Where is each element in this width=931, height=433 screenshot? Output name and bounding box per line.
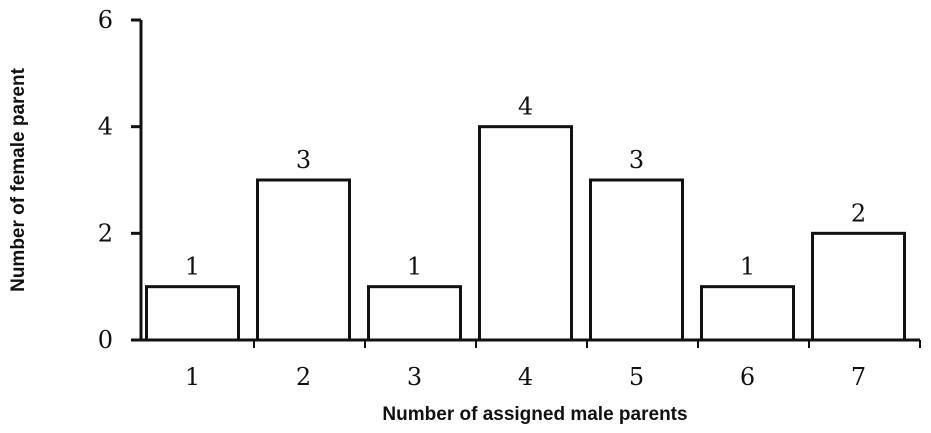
data-label: 2: [851, 199, 866, 227]
data-label: 3: [296, 146, 311, 174]
y-tick-label: 0: [98, 326, 113, 354]
bar-5: [589, 178, 684, 342]
bar-2: [256, 178, 351, 342]
x-tick-label: 6: [740, 363, 755, 391]
bar-3: [367, 285, 462, 342]
data-label: 1: [740, 253, 755, 281]
y-tick-label: 4: [98, 113, 113, 141]
bars: [145, 125, 906, 342]
x-tick-label: 1: [185, 363, 200, 391]
data-label: 1: [185, 253, 200, 281]
x-axis-title: Number of assigned male parents: [382, 404, 687, 425]
y-axis-title: Number of female parent: [8, 67, 29, 291]
y-tick-label: 6: [98, 6, 113, 34]
bar-1: [145, 285, 240, 342]
x-tick-label: 5: [629, 363, 644, 391]
y-tick-label: 2: [98, 219, 113, 247]
x-tick-label: 3: [407, 363, 422, 391]
bar-6: [700, 285, 795, 342]
bar-4: [478, 125, 573, 342]
y-axis: 0 2 4 6: [98, 6, 143, 354]
data-labels: 1 3 1 4 3 1 2: [185, 93, 866, 281]
x-axis: 1 2 3 4 5 6 7: [131, 338, 921, 391]
data-label: 1: [407, 253, 422, 281]
x-tick-label: 4: [518, 363, 533, 391]
x-tick-label: 7: [851, 363, 866, 391]
data-label: 4: [518, 93, 533, 121]
x-tick-label: 2: [296, 363, 311, 391]
bar-7: [811, 231, 906, 342]
data-label: 3: [629, 146, 644, 174]
